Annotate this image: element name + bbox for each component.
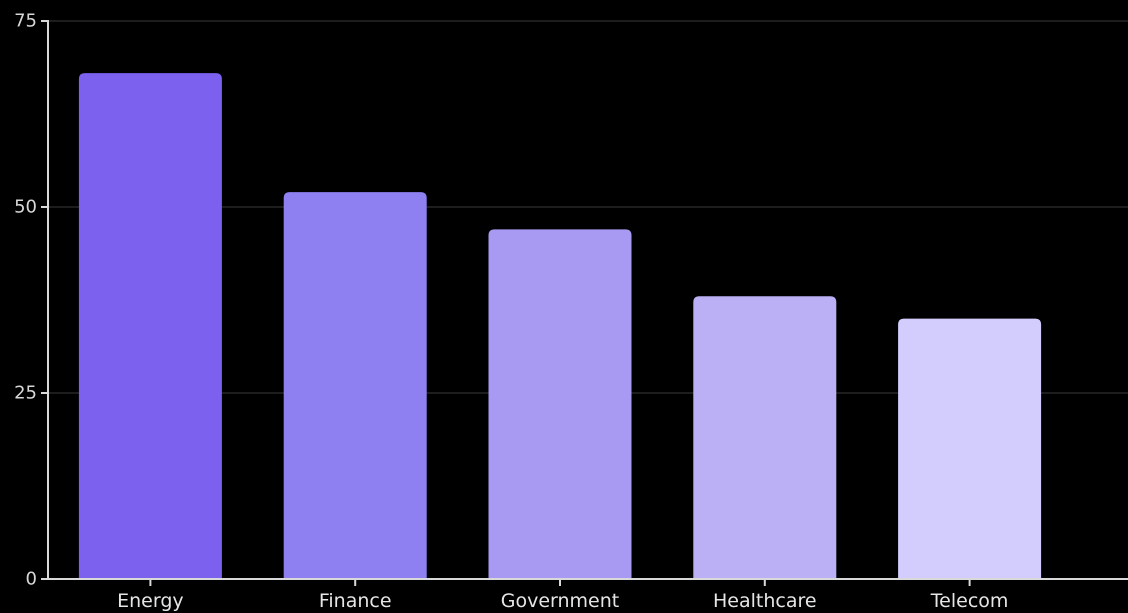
bar-healthcare <box>693 296 837 579</box>
x-tick-label-government: Government <box>501 590 620 612</box>
bar-energy <box>78 73 222 579</box>
y-tick-label-75: 75 <box>14 11 37 32</box>
x-tick-label-telecom: Telecom <box>930 590 1009 612</box>
bar-finance <box>283 192 427 579</box>
x-tick-label-healthcare: Healthcare <box>713 590 817 612</box>
y-tick-labels: 0 25 50 75 <box>14 11 37 590</box>
x-tick-label-finance: Finance <box>319 590 392 612</box>
axes <box>41 20 1128 586</box>
y-tick-label-25: 25 <box>14 383 37 404</box>
x-tick-label-energy: Energy <box>117 590 184 612</box>
bars <box>78 73 1042 579</box>
y-tick-label-0: 0 <box>26 569 37 590</box>
y-tick-label-50: 50 <box>14 197 37 218</box>
bar-telecom <box>898 318 1042 579</box>
bar-government <box>488 229 632 579</box>
x-tick-labels: Energy Finance Government Healthcare Telecom <box>117 590 1008 612</box>
